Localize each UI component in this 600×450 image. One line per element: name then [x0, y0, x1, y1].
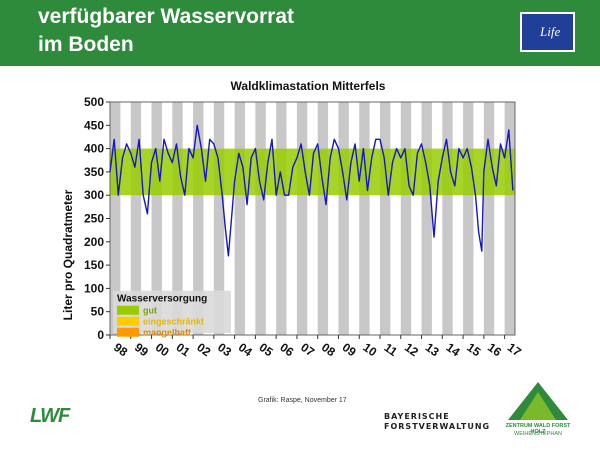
slide-title-line2: im Boden — [38, 33, 134, 56]
x-tick-label: 04 — [236, 340, 255, 359]
zwfh-logo-line1: ZENTRUM WALD FORST HOLZ — [505, 423, 571, 435]
year-stripe — [463, 102, 474, 335]
legend-swatch — [117, 327, 139, 337]
zwfh-mountain-icon — [508, 382, 568, 420]
year-stripe — [213, 102, 225, 335]
year-stripe — [172, 102, 183, 335]
year-stripe — [442, 102, 453, 335]
x-tick-label: 14 — [443, 340, 462, 359]
x-tick-label: 05 — [257, 340, 276, 359]
year-stripe — [130, 102, 142, 335]
y-tick-label: 500 — [84, 95, 104, 109]
x-tick-label: 08 — [319, 340, 338, 359]
y-tick-label: 250 — [84, 212, 104, 226]
x-tick-label: 11 — [381, 340, 400, 359]
y-tick-label: 200 — [84, 235, 104, 249]
y-tick-label: 300 — [84, 188, 104, 202]
slide-header: verfügbarer Wasservorrat im Boden Life — [0, 0, 600, 66]
legend-swatch — [117, 316, 139, 326]
zentrum-wald-forst-holz-logo: ZENTRUM WALD FORST HOLZ WEIHENSTEPHAN — [498, 380, 578, 440]
y-tick-label: 450 — [84, 118, 104, 132]
slide-title-line1: verfügbarer Wasservorrat — [38, 5, 294, 28]
year-stripe — [276, 102, 287, 335]
water-supply-chart: Waldklimastation Mitterfels 050100150200… — [61, 79, 524, 359]
legend-entry-label: gut — [143, 306, 157, 316]
y-tick-label: 350 — [84, 165, 104, 179]
chart-legend: Wasserversorgungguteingeschränktmangelha… — [113, 290, 231, 338]
x-tick-label: 13 — [423, 340, 442, 359]
bayern-logo-line2: FORSTVERWALTUNG — [384, 422, 491, 431]
band-gut — [110, 148, 515, 196]
y-axis-ticks: 0 50 100 150 200 250 300 350 400 450 500 — [84, 95, 110, 342]
x-tick-label: 17 — [505, 340, 524, 359]
x-tick-label: 98 — [111, 340, 130, 359]
x-tick-label: 06 — [277, 340, 296, 359]
year-stripe — [483, 102, 495, 335]
y-tick-label: 100 — [84, 281, 104, 295]
x-tick-label: 15 — [464, 340, 483, 359]
x-tick-label: 01 — [173, 340, 192, 359]
x-tick-label: 02 — [194, 340, 213, 359]
year-stripe — [400, 102, 412, 335]
year-stripe — [110, 102, 121, 335]
x-tick-label: 00 — [153, 340, 172, 359]
chart-container: Waldklimastation Mitterfels 0 50 100 150 200… — [0, 70, 600, 390]
year-stripe — [504, 102, 515, 335]
x-tick-label: 99 — [132, 340, 151, 359]
year-stripe — [296, 102, 308, 335]
supply-bands — [110, 148, 515, 196]
chart-credit: Grafik: Raspe, November 17 — [258, 397, 347, 404]
x-tick-label: 07 — [298, 340, 317, 359]
x-tick-label: 16 — [485, 340, 504, 359]
legend-title: Wasserversorgung — [117, 294, 207, 305]
bayerische-forstverwaltung-logo: BAYERISCHE FORSTVERWALTUNG — [384, 412, 490, 432]
x-tick-label: 12 — [402, 340, 421, 359]
year-stripe — [421, 102, 432, 335]
x-tick-label: 03 — [215, 340, 234, 359]
zwfh-logo-line2: WEIHENSTEPHAN — [514, 431, 562, 437]
bayern-logo-line1: BAYERISCHE — [384, 412, 450, 421]
series-line-0 — [109, 124, 514, 257]
year-stripe — [380, 102, 391, 335]
y-tick-label: 50 — [91, 305, 105, 319]
legend-swatch — [117, 305, 139, 315]
year-stripe — [359, 102, 370, 335]
year-stripe — [151, 102, 162, 335]
series-layer — [109, 124, 514, 257]
year-stripe — [255, 102, 266, 335]
year-stripe — [193, 102, 204, 335]
year-stripe — [317, 102, 329, 335]
y-tick-label: 0 — [97, 328, 104, 342]
y-tick-label: 150 — [84, 258, 104, 272]
x-tick-label: 09 — [340, 340, 359, 359]
lwf-logo: LWF — [30, 405, 70, 427]
legend-entry-label: mangelhaft — [143, 328, 191, 338]
x-axis-ticks: 98 99 00 01 02 03 04 05 06 07 08 09 10 11 12 13 14 15 16 17 — [109, 335, 524, 359]
eu-life-logo: Life — [520, 12, 575, 52]
eu-life-logo-text: Life — [540, 24, 561, 39]
y-axis-label: Liter pro Quadratmeter — [61, 189, 75, 320]
legend-entry-label: eingeschränkt — [143, 317, 204, 327]
year-stripe — [338, 102, 349, 335]
y-tick-label: 400 — [84, 142, 104, 156]
year-stripe — [234, 102, 245, 335]
chart-title: Waldklimastation Mitterfels — [231, 79, 386, 93]
x-tick-label: 10 — [360, 340, 379, 359]
slide-title: verfügbarer Wasservorrat im Boden — [38, 3, 498, 59]
